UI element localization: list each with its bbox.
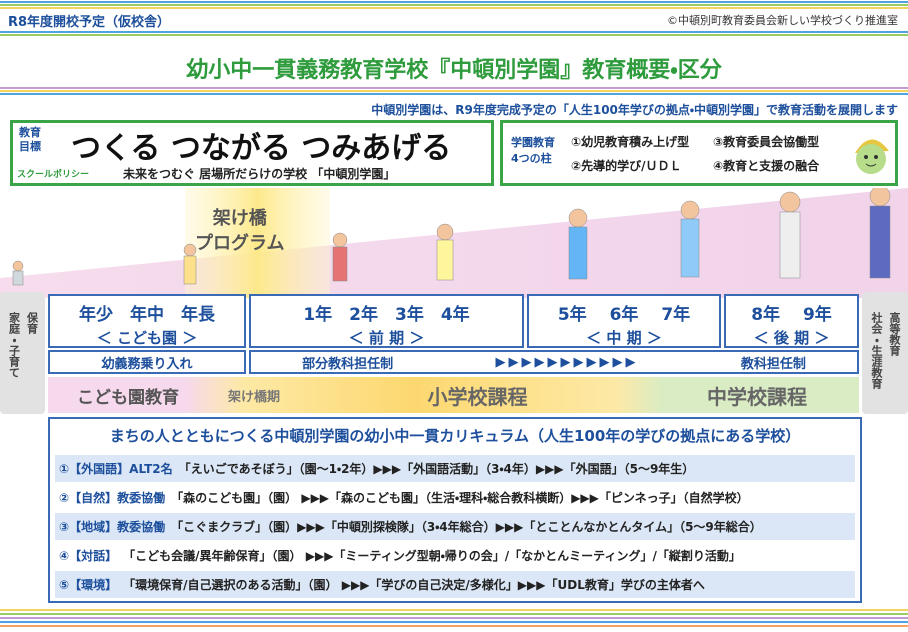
stage-period: ＜ こども園 ＞	[96, 329, 198, 347]
goal-label-line: 教育	[19, 126, 41, 139]
curriculum-row: ⑤【環境】 「環境保育/自己選択のある活動」（園） ▶▶▶「学びの自己決定/多様化…	[55, 571, 855, 598]
course: こども園教育	[77, 387, 179, 408]
row-label: ③【地域】教委協働	[59, 520, 166, 534]
side-label: 社会・生涯教育	[870, 312, 883, 389]
pillar: ②先導的学び/ＵＤＬ	[571, 159, 682, 173]
row-text: 「こぐまクラブ」（園）▶▶▶「中頓別探検隊」（3・4年総合）▶▶▶「とことんなか…	[171, 520, 762, 534]
row-label: ⑤【環境】	[59, 578, 118, 592]
stripe	[0, 609, 908, 611]
row-text: 「こども会議/異年齢保育」（園） ▶▶▶「ミーティング型朝・帰りの会」/「なかと…	[123, 549, 741, 563]
stripe	[0, 90, 908, 92]
side-label: 家庭・子育て	[7, 312, 21, 378]
row-text: 「環境保育/自己選択のある活動」（園） ▶▶▶「学びの自己決定/多様化」▶▶▶「…	[123, 578, 705, 592]
stage-period: ＜ 前 期 ＞	[348, 329, 425, 347]
teaching-cell: 幼義務乗り入れ	[48, 350, 246, 374]
pillars-box: 学園教育 4つの柱 ①幼児教育積み上げ型 ③教育委員会協働型 ②先導的学び/ＵＤ…	[500, 120, 898, 186]
stripe	[0, 4, 908, 6]
subtitle: 中頓別学園は、R9年度完成予定の「人生100年学びの拠点・中頓別学園」で教育活動…	[371, 103, 898, 117]
row-label: ②【自然】教委協働	[59, 491, 166, 505]
stage-grades: 5年 6年 7年	[557, 305, 691, 325]
stripe	[0, 617, 908, 619]
stripe	[0, 613, 908, 615]
policy-label: スクールポリシー	[17, 170, 90, 180]
pillars-label-line: 学園教育	[511, 136, 555, 149]
course-band	[48, 377, 859, 413]
side-left: 家庭・子育て 保育	[0, 292, 45, 414]
row-text: 「えいごであそぼう」（園～1・2年）▶▶▶「外国語活動」（3・4年）▶▶▶「外国…	[178, 462, 695, 476]
teaching-arrows: ▶▶▶▶▶▶▶▶▶▶▶	[495, 354, 639, 370]
course: 中学校課程	[707, 384, 807, 409]
row-label: ④【対話】	[59, 549, 118, 563]
pillar: ①幼児教育積み上げ型	[571, 135, 690, 149]
curriculum-box: まちの人とともにつくる中頓別学園の幼小中一貫カリキュラム（人生100年の学びの拠…	[48, 417, 862, 603]
curriculum-row: ③【地域】教委協働 「こぐまクラブ」（園）▶▶▶「中頓別探検隊」（3・4年総合）▶…	[55, 513, 855, 540]
badge: R8年度開校予定（仮校舎）	[8, 15, 171, 30]
side-right: 社会・生涯教育 高等教育	[862, 292, 908, 414]
course: 小学校課程	[427, 384, 528, 409]
teaching-text: 教科担任制	[740, 356, 806, 372]
stripe	[0, 625, 908, 627]
stage-grades: 年少 年中 年長	[79, 305, 215, 325]
curriculum-row: ④【対話】 「こども会議/異年齢保育」（園） ▶▶▶「ミーティング型朝・帰りの会」…	[55, 542, 855, 569]
goal-box: 教育 目標 つくる つながる つみあげる スクールポリシー 未来をつむぐ 居場所…	[10, 120, 494, 186]
side-label: 保育	[25, 312, 39, 334]
goal-label-line: 目標	[19, 140, 41, 153]
stage-grades: 1年 2年 3年 4年	[303, 305, 470, 325]
row-text: 「森のこども園」（園） ▶▶▶「森のこども園」（生活・理科・総合教科横断）▶▶▶…	[171, 491, 749, 505]
teaching-text: 部分教科担任制	[302, 356, 394, 372]
stripe	[0, 31, 908, 33]
pillar: ③教育委員会協働型	[713, 135, 820, 149]
curriculum-row: ②【自然】教委協働 「森のこども園」（園） ▶▶▶「森のこども園」（生活・理科・総…	[55, 484, 855, 511]
growth-background	[0, 188, 908, 298]
bridge-program-line: プログラム	[195, 233, 285, 254]
stage-grades: 8年 9年	[751, 305, 832, 325]
policy: 未来をつむぐ 居場所だらけの学校 「中頓別学園」	[123, 167, 396, 181]
stage-period: ＜ 中 期 ＞	[586, 329, 662, 347]
pillars-label-line: 4つの柱	[511, 152, 552, 165]
stripe	[0, 621, 908, 623]
bridge-program: 架け橋 プログラム	[195, 206, 284, 256]
side-label: 高等教育	[888, 312, 901, 356]
stage: 年少 年中 年長 ＜ こども園 ＞	[48, 294, 246, 348]
stripe	[0, 1, 908, 3]
course: 架け橋期	[227, 389, 280, 405]
stripe	[0, 87, 908, 89]
curriculum-title: まちの人とともにつくる中頓別学園の幼小中一貫カリキュラム（人生100年の学びの拠…	[109, 427, 801, 445]
stage-period: ＜ 後 期 ＞	[753, 329, 830, 347]
row-label: ①【外国語】ALT2名	[59, 462, 173, 476]
stripe	[0, 93, 908, 95]
stage: 8年 9年 ＜ 後 期 ＞	[724, 294, 859, 348]
teaching-cell: 部分教科担任制 ▶▶▶▶▶▶▶▶▶▶▶ 教科担任制	[249, 350, 859, 374]
stage: 1年 2年 3年 4年 ＜ 前 期 ＞	[249, 294, 524, 348]
curriculum-row: ①【外国語】ALT2名 「えいごであそぼう」（園～1・2年）▶▶▶「外国語活動」（…	[55, 455, 855, 482]
pillars-label: 学園教育 4つの柱	[511, 135, 555, 167]
copyright: ©中頓別町教育委員会新しい学校づくり推進室	[667, 14, 898, 27]
title: 幼小中一貫義務教育学校『中頓別学園』教育概要・区分	[186, 58, 722, 83]
bridge-program-line: 架け橋	[212, 208, 267, 229]
pillar: ④教育と支援の融合	[713, 159, 820, 173]
mascot	[855, 139, 889, 174]
stage: 5年 6年 7年 ＜ 中 期 ＞	[527, 294, 721, 348]
goal-label: 教育 目標	[19, 126, 41, 154]
stripe	[0, 34, 908, 36]
stripe	[0, 7, 908, 9]
motto: つくる つながる つみあげる	[71, 131, 452, 166]
